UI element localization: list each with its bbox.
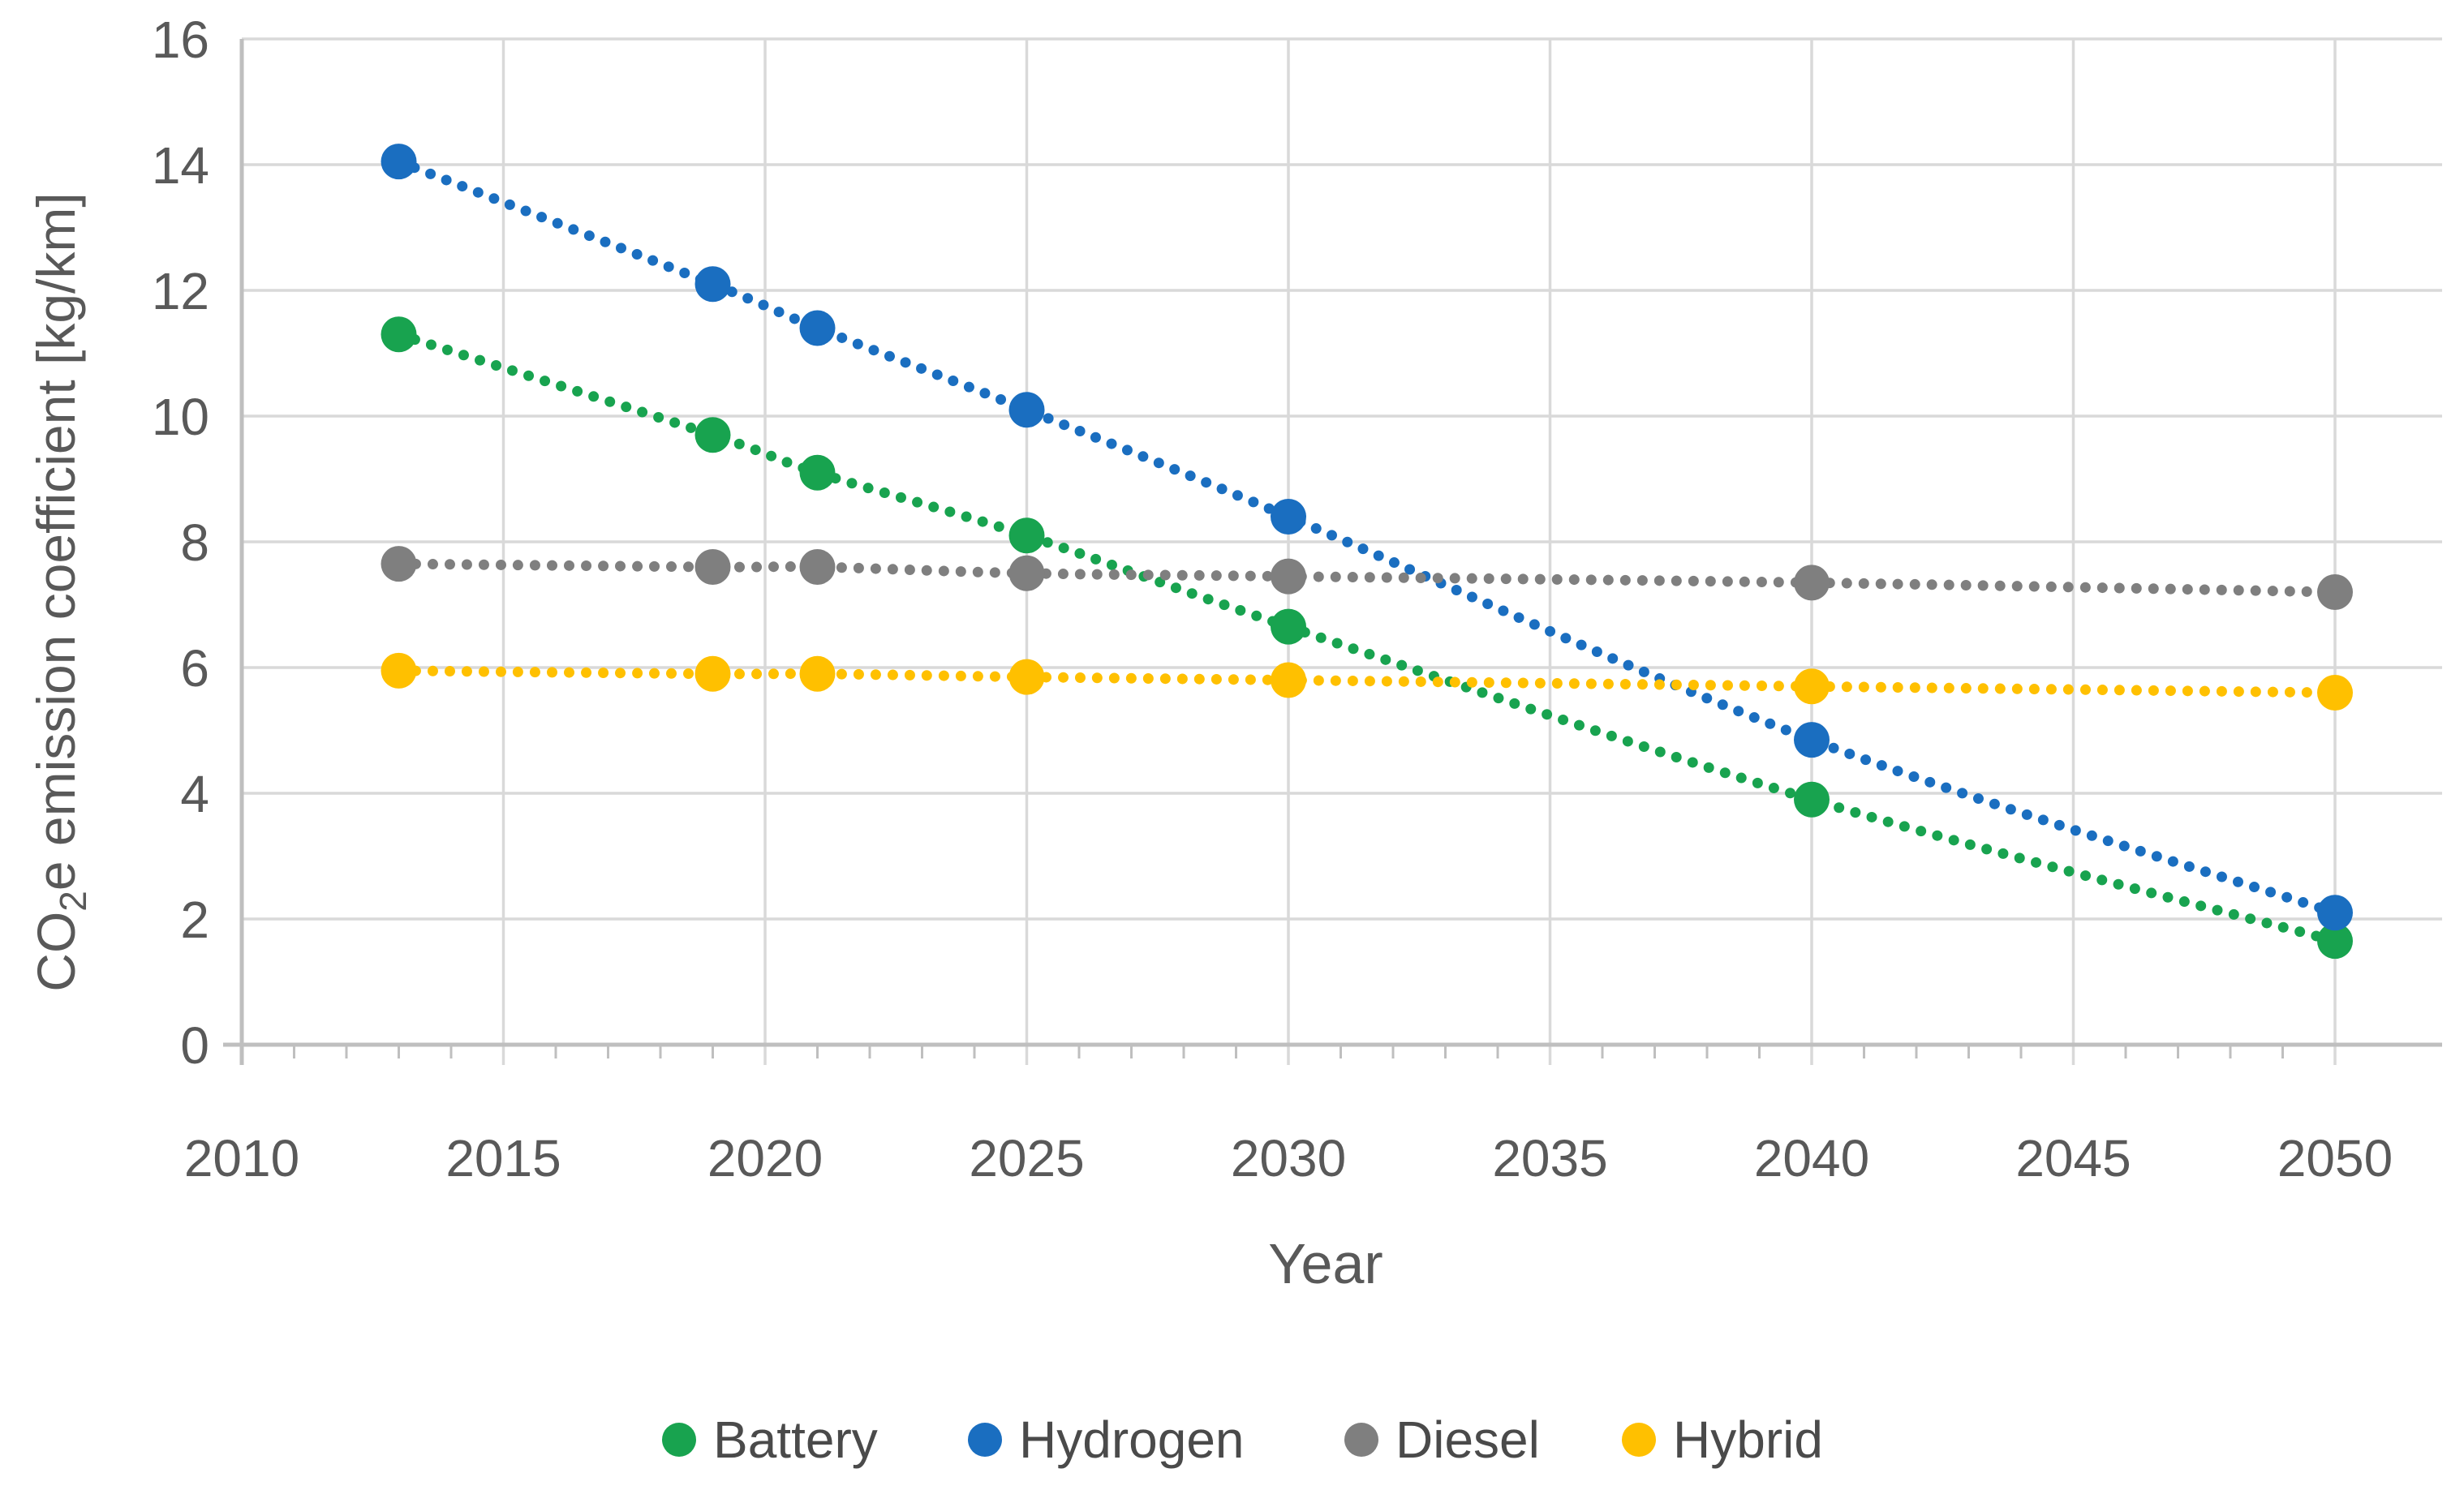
x-tick-label: 2020: [707, 1129, 823, 1187]
x-tick-label: 2015: [445, 1129, 561, 1187]
gridlines: [240, 37, 2442, 1065]
data-point-hybrid: [694, 655, 731, 692]
data-point-hybrid: [2317, 675, 2353, 711]
data-point-hybrid: [799, 655, 836, 692]
y-tick-label: 4: [180, 765, 209, 823]
data-point-diesel: [694, 549, 731, 585]
series-line-hybrid: [393, 665, 2341, 698]
data-point-hydrogen: [381, 144, 417, 180]
y-tick-label: 12: [152, 262, 209, 320]
series-line-hydrogen: [393, 156, 2341, 918]
legend: Battery Hydrogen Diesel Hybrid: [662, 1411, 1823, 1469]
data-point-battery: [1271, 608, 1306, 645]
data-point-hydrogen: [1271, 499, 1306, 535]
y-tick-label: 10: [152, 388, 209, 446]
data-point-diesel: [381, 546, 417, 582]
x-tick-label: 2050: [2277, 1129, 2393, 1187]
x-tick-label: 2010: [184, 1129, 299, 1187]
data-point-hybrid: [1794, 668, 1830, 705]
x-tick-label: 2030: [1231, 1129, 1346, 1187]
y-tick-label: 8: [180, 513, 209, 572]
x-tick-label: 2045: [2015, 1129, 2131, 1187]
data-point-hydrogen: [1008, 392, 1045, 428]
data-point-hydrogen: [2317, 895, 2353, 931]
legend-swatch-hydrogen: [968, 1423, 1002, 1457]
series-hydrogen: [381, 144, 2353, 931]
legend-swatch-diesel: [1344, 1423, 1378, 1457]
data-point-battery: [2317, 923, 2353, 960]
series-line-diesel: [393, 558, 2341, 598]
y-tick-label: 14: [152, 136, 209, 195]
legend-label-diesel: Diesel: [1395, 1411, 1540, 1469]
axes: [223, 39, 2442, 1065]
data-point-diesel: [1271, 558, 1306, 595]
legend-item-battery: Battery: [662, 1411, 878, 1469]
data-point-battery: [799, 454, 836, 491]
data-point-battery: [381, 316, 417, 353]
data-point-hydrogen: [1794, 722, 1830, 758]
series-diesel: [381, 546, 2353, 610]
y-tick-label: 0: [180, 1016, 209, 1075]
series-hybrid: [381, 652, 2353, 711]
data-point-diesel: [1008, 555, 1045, 591]
legend-swatch-hybrid: [1622, 1423, 1656, 1457]
data-point-hybrid: [1008, 659, 1045, 695]
data-point-hybrid: [1271, 662, 1306, 698]
data-point-hydrogen: [694, 266, 731, 303]
x-tick-label: 2035: [1492, 1129, 1607, 1187]
y-axis-title: CO2e emission coefficient [kg/km]: [26, 192, 94, 991]
x-tick-label: 2025: [969, 1129, 1084, 1187]
data-point-diesel: [2317, 574, 2353, 610]
y-tick-label: 2: [180, 891, 209, 949]
legend-item-hybrid: Hybrid: [1622, 1411, 1823, 1469]
y-tick-label: 16: [152, 11, 209, 69]
data-point-diesel: [799, 549, 836, 585]
data-point-battery: [1794, 781, 1830, 818]
series-battery: [381, 316, 2353, 960]
x-tick-label: 2040: [1754, 1129, 1869, 1187]
series-line-battery: [393, 328, 2341, 947]
data-point-battery: [1008, 517, 1045, 554]
x-axis-title: Year: [1268, 1232, 1383, 1295]
legend-label-hydrogen: Hydrogen: [1019, 1411, 1245, 1469]
data-point-hydrogen: [799, 310, 836, 346]
legend-item-hydrogen: Hydrogen: [968, 1411, 1245, 1469]
legend-swatch-battery: [662, 1423, 696, 1457]
data-point-hybrid: [381, 652, 417, 689]
data-point-battery: [694, 417, 731, 453]
legend-label-battery: Battery: [713, 1411, 878, 1469]
data-point-diesel: [1794, 565, 1830, 601]
y-tick-label: 6: [180, 639, 209, 698]
legend-label-hybrid: Hybrid: [1673, 1411, 1823, 1469]
legend-item-diesel: Diesel: [1344, 1411, 1540, 1469]
tick-labels: 0 2 4 6 8 10 12 14 16 2010 2015 2020 2025 2030 2035 204…: [152, 11, 2393, 1187]
